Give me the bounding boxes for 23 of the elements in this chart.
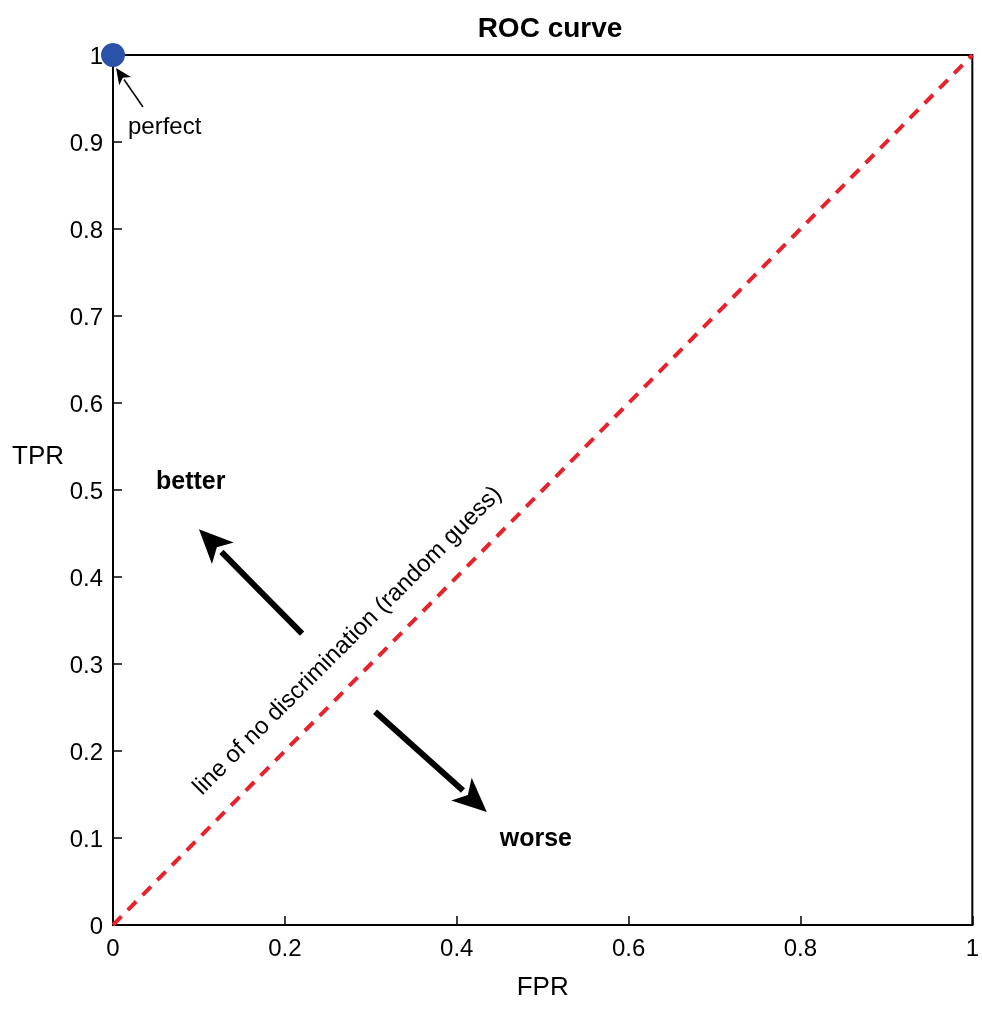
y-tick-label: 0.5: [69, 476, 103, 504]
x-tick-label: 0.6: [611, 933, 646, 961]
chart-title: ROC curve: [477, 11, 623, 43]
y-tick-label: 0.4: [69, 563, 103, 591]
y-tick-label: 0.6: [69, 389, 103, 417]
y-tick-label: 1: [89, 41, 103, 69]
y-axis-title: TPR: [12, 440, 64, 471]
x-axis-title: FPR: [516, 971, 569, 1001]
annotation: better: [155, 465, 226, 494]
x-tick-label: 1: [965, 933, 980, 961]
x-tick-label: 0.8: [783, 933, 818, 961]
x-tick-label: 0: [106, 933, 120, 961]
y-tick-label: 0.3: [69, 650, 103, 678]
annotation: worse: [498, 823, 573, 852]
x-tick-label: 0.4: [440, 933, 474, 961]
y-tick-label: 0.9: [69, 128, 103, 156]
annotation: perfect: [128, 111, 202, 139]
y-tick-label: 0.1: [69, 824, 103, 852]
y-tick-label: 0.2: [69, 737, 103, 765]
x-tick-label: 0.2: [268, 933, 302, 961]
y-tick-label: 0: [89, 911, 103, 939]
y-tick-label: 0.7: [69, 302, 103, 330]
y-tick-label: 0.8: [69, 215, 103, 243]
